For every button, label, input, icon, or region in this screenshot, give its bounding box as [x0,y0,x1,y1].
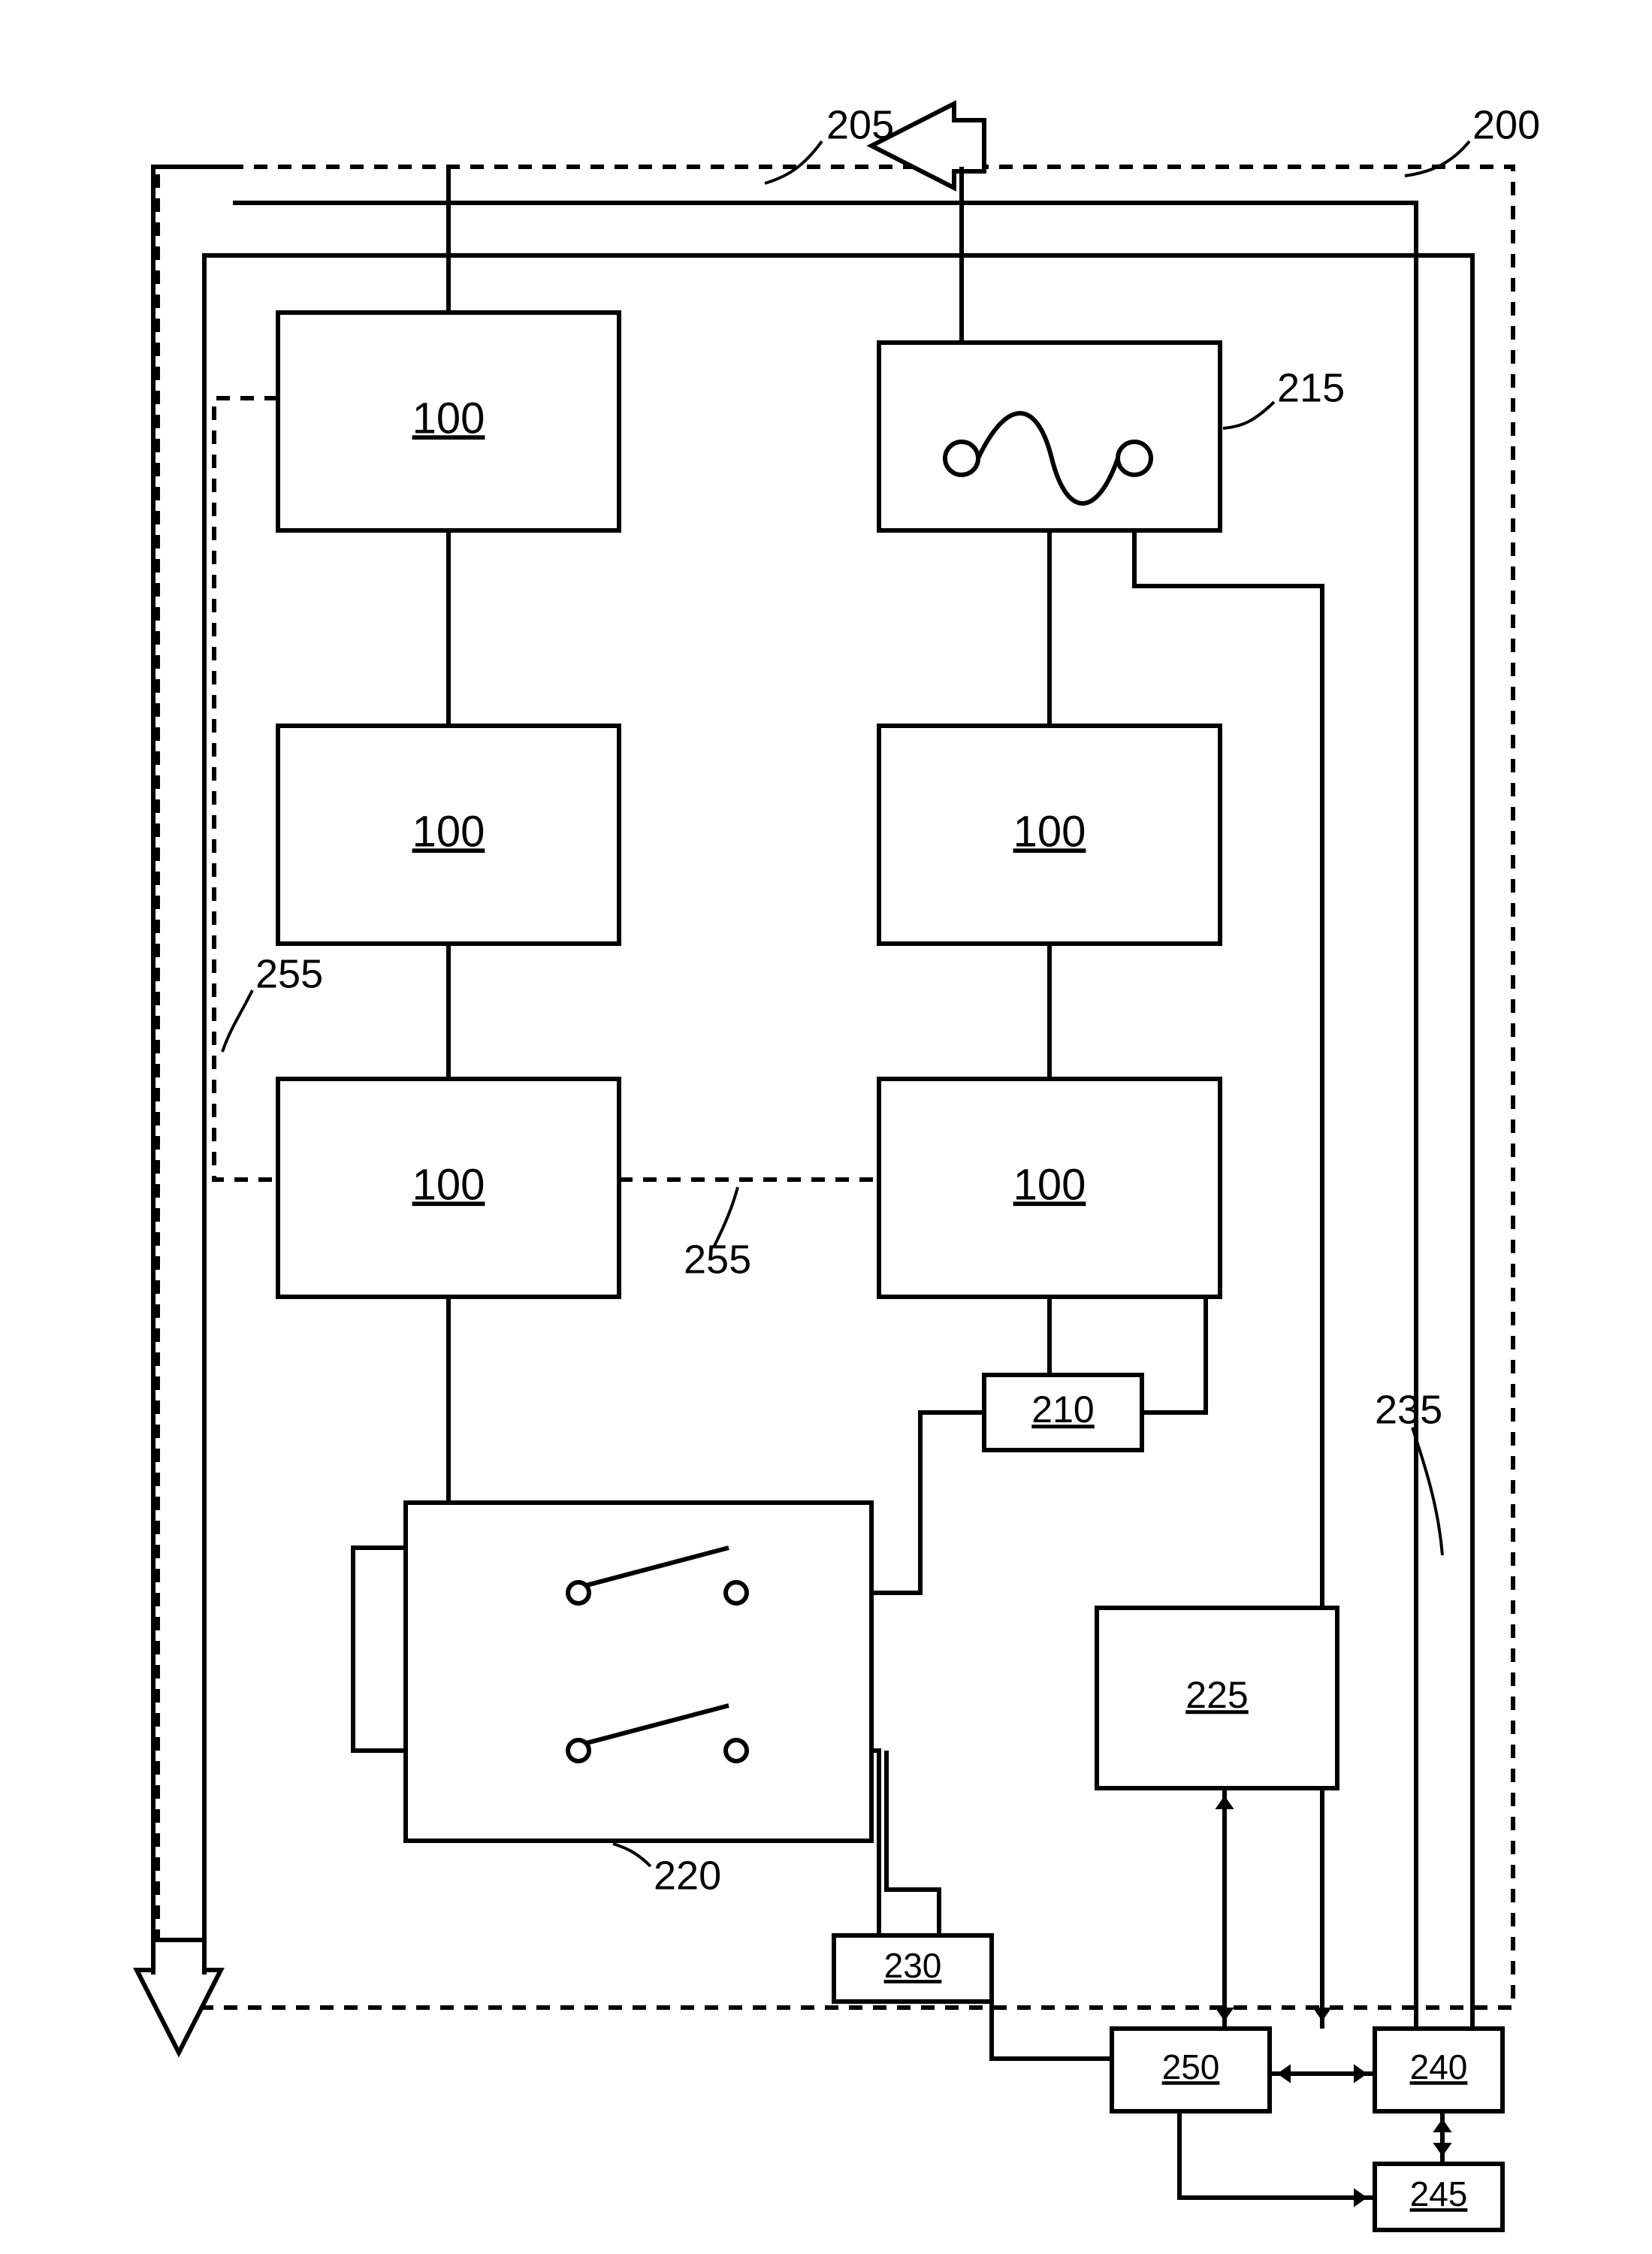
block-b225: 225 [1097,1608,1337,1788]
block-diagram: 100 100 100 100 100 210 225 230 250 240 245 200 205 2… [0,0,1652,2254]
block-b100d: 100 [879,726,1220,944]
block-label: 230 [884,1946,942,1985]
block-label: 100 [412,1160,485,1209]
block-b100a: 100 [278,313,619,530]
block-label: 240 [1410,2047,1468,2086]
block-b210: 210 [984,1375,1142,1450]
ref-text: 255 [255,951,323,996]
block-b245: 245 [1375,2164,1503,2230]
block-label: 245 [1410,2174,1468,2213]
ref-text: 235 [1375,1387,1442,1432]
block-label: 100 [412,394,485,443]
block-label: 225 [1185,1674,1248,1716]
block-b100b: 100 [278,726,619,944]
block-label: 100 [1013,1160,1086,1209]
ref-text: 205 [826,102,894,147]
block-b240: 240 [1375,2029,1503,2111]
block-label: 100 [1013,807,1086,856]
block-label: 100 [412,807,485,856]
block-b215 [879,343,1220,530]
block-b100c: 100 [278,1079,619,1297]
block-label: 250 [1162,2047,1220,2086]
block-label: 210 [1031,1388,1094,1431]
block-b250: 250 [1112,2029,1270,2111]
block-b100e: 100 [879,1079,1220,1297]
ref-text: 215 [1277,365,1345,410]
block-b230: 230 [834,1935,992,2002]
ref-text: 200 [1472,102,1540,147]
block-b220 [406,1503,871,1841]
ref-text: 255 [684,1237,751,1282]
ref-text: 220 [654,1853,721,1898]
